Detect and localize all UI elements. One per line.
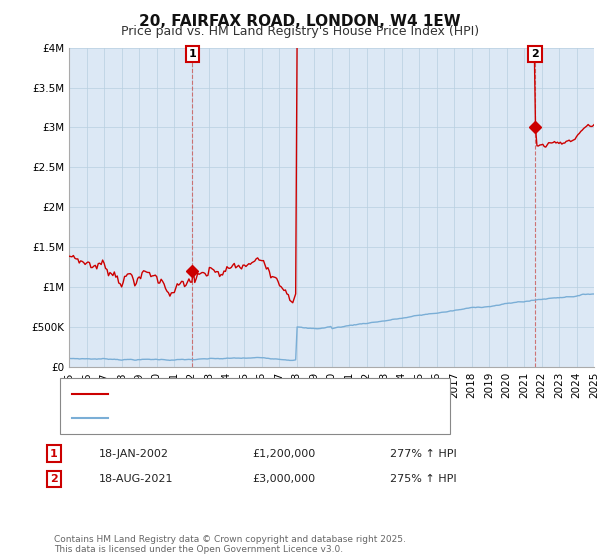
Text: 275% ↑ HPI: 275% ↑ HPI [390,474,457,484]
Text: 277% ↑ HPI: 277% ↑ HPI [390,449,457,459]
Text: Price paid vs. HM Land Registry's House Price Index (HPI): Price paid vs. HM Land Registry's House … [121,25,479,38]
Text: 2: 2 [50,474,58,484]
Text: 20, FAIRFAX ROAD, LONDON, W4 1EW: 20, FAIRFAX ROAD, LONDON, W4 1EW [139,14,461,29]
Text: 18-AUG-2021: 18-AUG-2021 [99,474,173,484]
Text: £3,000,000: £3,000,000 [252,474,315,484]
Text: HPI: Average price, detached house, Hounslow: HPI: Average price, detached house, Houn… [114,413,358,423]
Text: Contains HM Land Registry data © Crown copyright and database right 2025.
This d: Contains HM Land Registry data © Crown c… [54,535,406,554]
Text: 2: 2 [531,49,539,59]
Text: 1: 1 [188,49,196,59]
Text: £1,200,000: £1,200,000 [252,449,315,459]
Text: 1: 1 [50,449,58,459]
Text: 20, FAIRFAX ROAD, LONDON, W4 1EW (detached house): 20, FAIRFAX ROAD, LONDON, W4 1EW (detach… [114,389,406,399]
Text: 18-JAN-2002: 18-JAN-2002 [99,449,169,459]
